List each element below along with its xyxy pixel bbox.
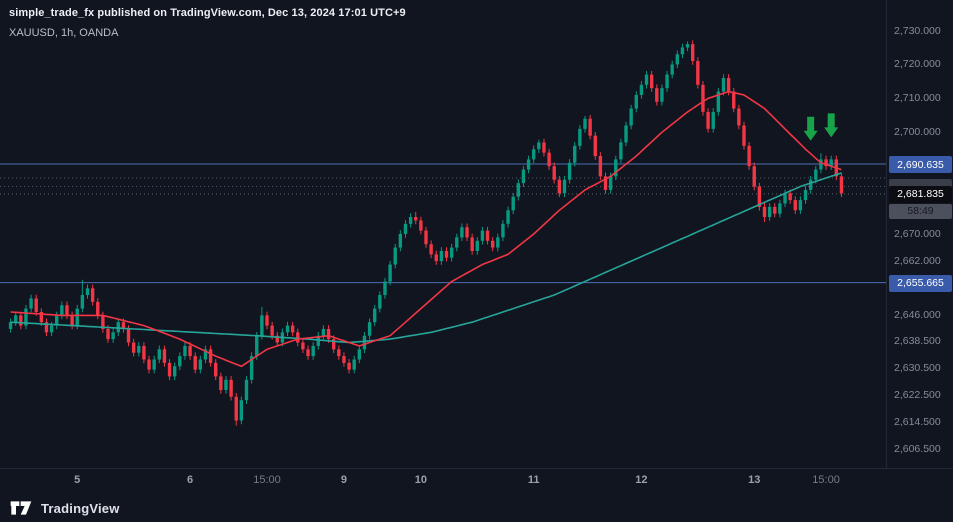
price-tick: 2,614.500 xyxy=(894,416,941,429)
price-tick: 2,730.000 xyxy=(894,24,941,37)
price-tick: 2,670.000 xyxy=(894,228,941,240)
price-tick: 2,646.000 xyxy=(894,309,941,322)
time-tick: 5 xyxy=(74,474,81,486)
horizontal-level-lines[interactable] xyxy=(0,163,886,284)
candlestick-chart[interactable] xyxy=(0,0,886,468)
tradingview-logo-icon[interactable] xyxy=(10,500,34,516)
time-tick: 13 xyxy=(748,474,761,486)
level-price-label[interactable]: 2,690.635 xyxy=(889,156,952,174)
price-tick: 2,606.500 xyxy=(894,443,941,456)
arrow-annotations[interactable] xyxy=(803,113,839,141)
time-tick: 6 xyxy=(187,474,194,486)
level-price-label[interactable]: 2,655.665 xyxy=(889,274,952,292)
price-tick: 2,662.000 xyxy=(894,255,941,268)
ma-slow-line xyxy=(10,172,842,344)
down-arrow-icon[interactable] xyxy=(824,113,839,138)
price-tick: 2,638.500 xyxy=(894,334,941,347)
attribution-line: simple_trade_fx published on TradingView… xyxy=(9,7,406,19)
time-tick: 12 xyxy=(635,474,648,486)
chart-header: simple_trade_fx published on TradingView… xyxy=(9,5,406,41)
time-tick: 15:00 xyxy=(253,474,281,486)
time-tick: 15:00 xyxy=(812,474,840,486)
price-tick: 2,630.500 xyxy=(894,361,941,374)
candles xyxy=(8,40,844,426)
ma-fast-line xyxy=(10,90,842,368)
chart-plot-area[interactable] xyxy=(0,0,886,468)
price-tick: 2,700.000 xyxy=(894,126,941,139)
time-tick: 11 xyxy=(527,474,540,486)
price-axis[interactable]: 2,730.000 2,720.000 2,710.000 2,700.000 2,67… xyxy=(886,0,953,468)
time-tick: 9 xyxy=(340,474,347,486)
down-arrow-icon[interactable] xyxy=(803,116,818,141)
current-price-label: 2,681.835 xyxy=(889,185,952,203)
price-tick: 2,720.000 xyxy=(894,58,941,71)
bar-countdown: 58:49 xyxy=(889,203,952,219)
footer-bar: TradingView xyxy=(0,494,953,522)
brand-label[interactable]: TradingView xyxy=(41,500,120,516)
price-tick: 2,710.000 xyxy=(894,92,941,105)
time-axis[interactable]: 5 6 15:00 9 10 11 12 13 15:00 xyxy=(0,468,953,494)
time-tick: 10 xyxy=(414,474,427,486)
symbol-line: XAUUSD, 1h, OANDA xyxy=(9,26,119,39)
price-tick: 2,622.500 xyxy=(894,389,941,402)
